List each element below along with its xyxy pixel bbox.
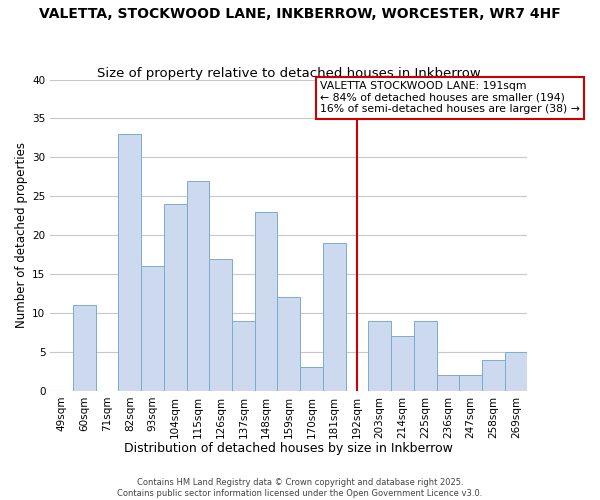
Bar <box>437 376 459 391</box>
Bar <box>505 352 527 391</box>
Bar <box>141 266 164 391</box>
Bar <box>232 321 255 391</box>
Bar <box>164 204 187 391</box>
Text: VALETTA STOCKWOOD LANE: 191sqm
← 84% of detached houses are smaller (194)
16% of: VALETTA STOCKWOOD LANE: 191sqm ← 84% of … <box>320 81 580 114</box>
Y-axis label: Number of detached properties: Number of detached properties <box>15 142 28 328</box>
Bar <box>73 305 96 391</box>
Bar <box>459 376 482 391</box>
Bar <box>482 360 505 391</box>
Bar <box>209 258 232 391</box>
Bar <box>391 336 414 391</box>
Bar <box>187 180 209 391</box>
Bar <box>277 298 300 391</box>
Bar <box>255 212 277 391</box>
Title: Size of property relative to detached houses in Inkberrow: Size of property relative to detached ho… <box>97 66 481 80</box>
Bar <box>323 243 346 391</box>
Text: Contains HM Land Registry data © Crown copyright and database right 2025.
Contai: Contains HM Land Registry data © Crown c… <box>118 478 482 498</box>
Text: VALETTA, STOCKWOOD LANE, INKBERROW, WORCESTER, WR7 4HF: VALETTA, STOCKWOOD LANE, INKBERROW, WORC… <box>39 8 561 22</box>
Bar <box>368 321 391 391</box>
Bar <box>118 134 141 391</box>
Bar <box>300 368 323 391</box>
Bar <box>414 321 437 391</box>
X-axis label: Distribution of detached houses by size in Inkberrow: Distribution of detached houses by size … <box>124 442 453 455</box>
